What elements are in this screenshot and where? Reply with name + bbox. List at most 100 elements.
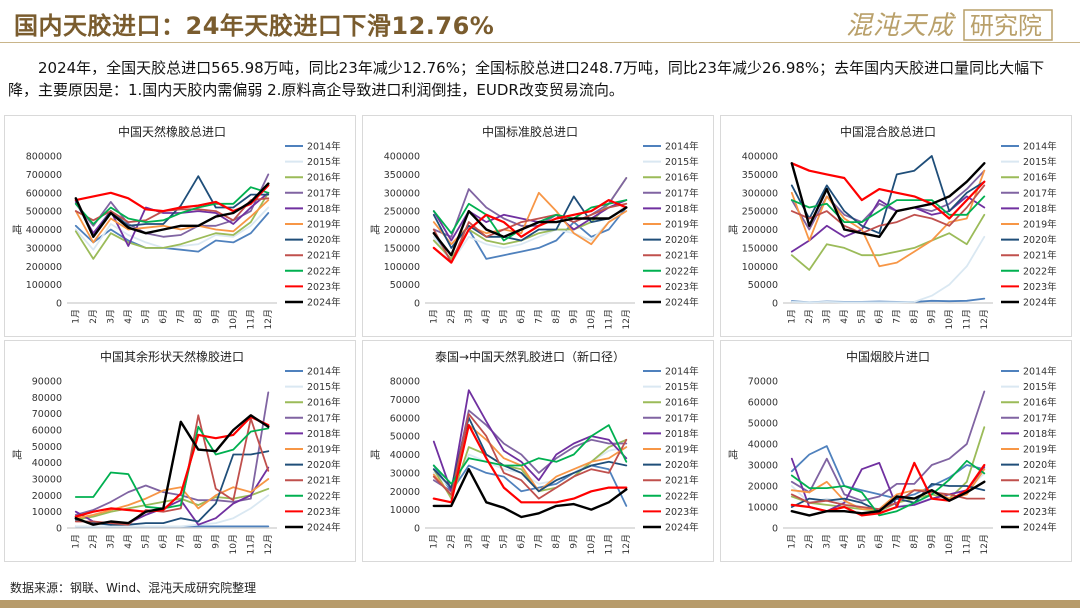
svg-text:混沌天成: 混沌天成 (846, 11, 957, 41)
x-tick-label: 12月 (979, 534, 990, 554)
series-line-2020年 (74, 450, 270, 526)
legend-label: 2020年 (1023, 459, 1057, 471)
x-tick-label: 12月 (263, 309, 274, 329)
y-tick-label: 200000 (384, 225, 420, 236)
legend-label: 2024年 (1023, 297, 1057, 309)
x-tick-label: 9月 (568, 534, 579, 549)
y-tick-label: 800000 (26, 152, 62, 163)
x-tick-label: 3月 (463, 534, 474, 549)
x-tick-label: 5月 (498, 534, 509, 549)
x-tick-label: 10月 (944, 534, 955, 554)
x-tick-label: 4月 (481, 534, 492, 549)
series-line-2014年 (74, 212, 270, 253)
y-tick-label: 80000 (32, 393, 62, 404)
y-tick-label: 60000 (748, 398, 778, 409)
legend-label: 2018年 (1023, 428, 1057, 440)
chart-title: 中国烟胶片进口 (846, 349, 930, 364)
y-tick-label: 20000 (390, 487, 420, 498)
legend-label: 2015年 (1023, 156, 1057, 168)
y-tick-label: 90000 (32, 377, 62, 388)
series-line-2017年 (790, 390, 986, 502)
series-line-2015年 (74, 494, 270, 528)
y-tick-label: 80000 (390, 377, 420, 388)
legend-label: 2023年 (665, 506, 699, 518)
series-line-2022年 (790, 459, 986, 517)
legend-label: 2014年 (1023, 366, 1057, 378)
legend-label: 2014年 (307, 366, 341, 378)
y-tick-label: 50000 (390, 280, 420, 291)
legend-label: 2023年 (307, 506, 341, 518)
series-line-2017年 (74, 173, 270, 238)
legend-label: 2020年 (1023, 234, 1057, 246)
legend-label: 2014年 (665, 141, 699, 153)
y-tick-label: 100000 (742, 262, 778, 273)
x-tick-label: 3月 (821, 534, 832, 549)
x-tick-label: 6月 (516, 534, 527, 549)
legend-label: 2021年 (307, 475, 341, 487)
x-tick-label: 9月 (926, 309, 937, 324)
y-tick-label: 10000 (32, 507, 62, 518)
legend-label: 2017年 (307, 412, 341, 424)
y-tick-label: 0 (772, 299, 778, 310)
legend-label: 2021年 (1023, 475, 1057, 487)
series-line-2021年 (432, 413, 628, 500)
x-tick-label: 7月 (891, 534, 902, 549)
legend-label: 2019年 (665, 219, 699, 231)
legend-label: 2019年 (307, 219, 341, 231)
chart-standard-rubber: 中国标准胶总进口 0 50000 100000 150000 200000 250000 30… (370, 124, 699, 329)
series-line-2019年 (74, 478, 270, 520)
y-axis-label: 吨 (728, 224, 738, 237)
x-tick-label: 9月 (210, 534, 221, 549)
x-tick-label: 9月 (926, 534, 937, 549)
x-tick-label: 2月 (446, 309, 457, 324)
legend-label: 2022年 (665, 490, 699, 502)
legend-label: 2023年 (307, 281, 341, 293)
x-tick-label: 1月 (786, 534, 797, 549)
header-divider (0, 42, 1080, 43)
legend-label: 2019年 (1023, 444, 1057, 456)
series-line-2024年 (432, 467, 628, 519)
x-tick-label: 11月 (245, 309, 256, 329)
y-tick-label: 50000 (390, 432, 420, 443)
legend-label: 2020年 (665, 234, 699, 246)
chart-panel-thai-latex: 泰国→中国天然乳胶进口（新口径） 0 10000 20000 30000 40000 500… (362, 340, 714, 562)
x-tick-label: 2月 (446, 534, 457, 549)
series-line-2023年 (432, 198, 628, 264)
y-tick-label: 70000 (748, 377, 778, 388)
chart-thai-latex: 泰国→中国天然乳胶进口（新口径） 0 10000 20000 30000 40000 500… (370, 349, 699, 554)
x-tick-label: 9月 (568, 309, 579, 324)
y-tick-label: 300000 (742, 188, 778, 199)
chart-panel-standard-rubber: 中国标准胶总进口 0 50000 100000 150000 200000 250000 30… (362, 115, 714, 337)
y-axis-label: 吨 (12, 449, 22, 462)
legend-label: 2017年 (665, 412, 699, 424)
x-tick-label: 6月 (158, 534, 169, 549)
y-tick-label: 100000 (26, 280, 62, 291)
chart-panel-smoked-sheet: 中国烟胶片进口 0 10000 20000 30000 40000 50000 60000 70… (720, 340, 1072, 562)
chart-title: 中国天然橡胶总进口 (118, 124, 226, 139)
y-tick-label: 350000 (742, 170, 778, 181)
y-tick-label: 150000 (742, 243, 778, 254)
legend-label: 2021年 (1023, 250, 1057, 262)
y-tick-label: 0 (414, 524, 420, 535)
legend-label: 2018年 (1023, 203, 1057, 215)
legend-label: 2014年 (307, 141, 341, 153)
legend-label: 2024年 (665, 297, 699, 309)
x-tick-label: 11月 (603, 534, 614, 554)
x-tick-label: 10月 (586, 309, 597, 329)
x-tick-label: 3月 (821, 309, 832, 324)
x-tick-label: 4月 (123, 534, 134, 549)
x-tick-label: 9月 (210, 309, 221, 324)
x-tick-label: 4月 (123, 309, 134, 324)
chart-panel-other-shapes: 中国其余形状天然橡胶进口 0 10000 20000 30000 40000 50000 60… (4, 340, 356, 562)
x-tick-label: 6月 (158, 309, 169, 324)
y-axis-label: 吨 (370, 224, 380, 237)
legend-label: 2023年 (1023, 506, 1057, 518)
series-line-2016年 (432, 438, 628, 500)
x-tick-label: 10月 (228, 309, 239, 329)
legend-label: 2020年 (665, 459, 699, 471)
legend-label: 2022年 (1023, 490, 1057, 502)
y-axis-label: 吨 (370, 449, 380, 462)
legend-label: 2023年 (665, 281, 699, 293)
y-tick-label: 40000 (32, 458, 62, 469)
x-tick-label: 1月 (428, 534, 439, 549)
